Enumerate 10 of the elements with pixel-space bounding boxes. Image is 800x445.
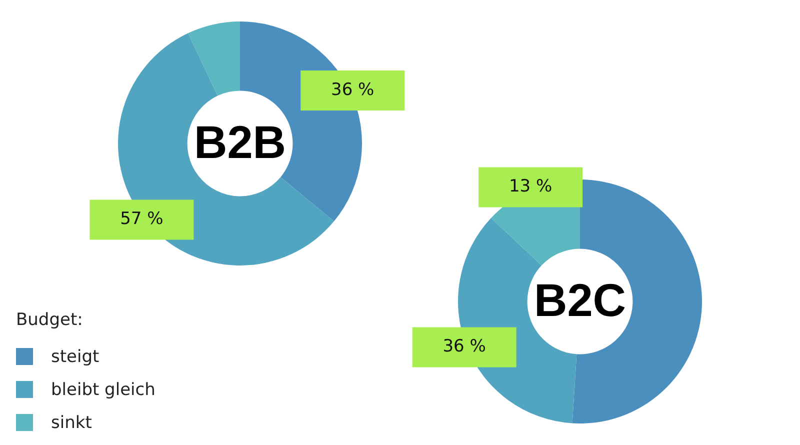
legend-title: Budget: [16,310,84,330]
data-label: 36 % [442,336,486,357]
data-label: 13 % [508,176,552,197]
legend-label: sinkt [51,412,92,432]
legend-label: steigt [51,346,100,366]
data-label: 57 % [120,209,164,230]
data-label: 36 % [330,80,374,100]
text: B2C [534,274,626,326]
legend-label: bleibt gleich [51,380,156,400]
text: B2B [194,116,286,168]
